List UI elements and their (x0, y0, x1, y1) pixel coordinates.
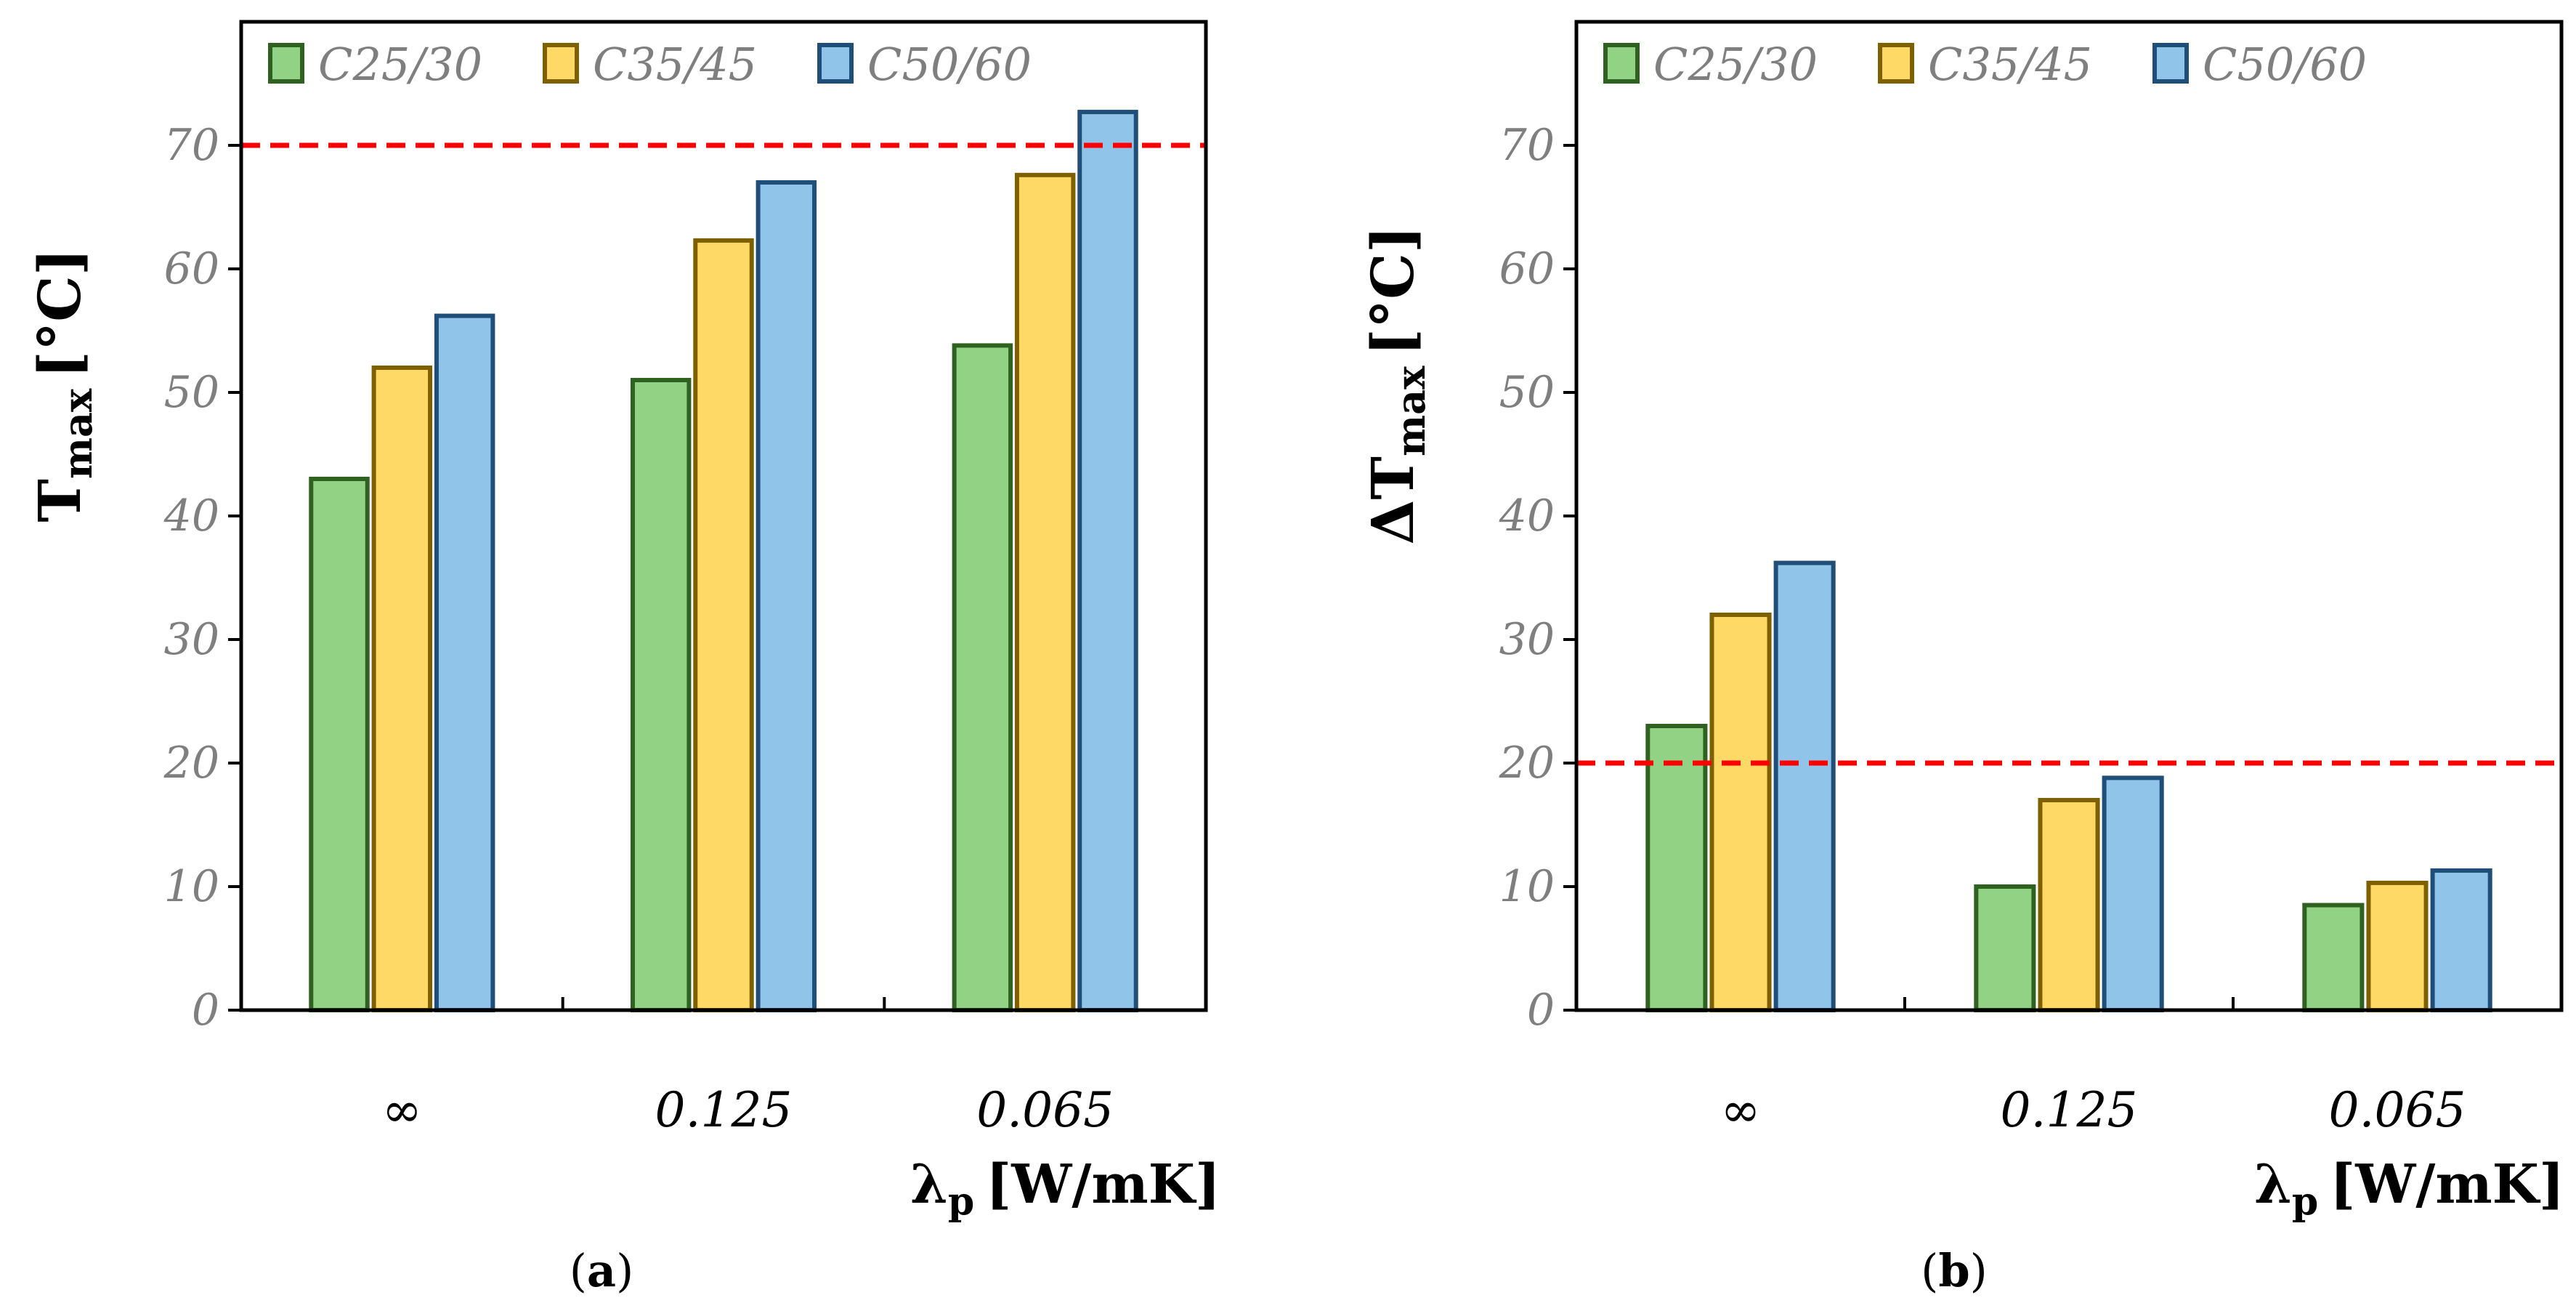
bar (952, 343, 1013, 1012)
bar (1645, 724, 1708, 1012)
y-tick-label: 20 (163, 738, 219, 788)
x-axis-title: λp [W/mK] (910, 1153, 1220, 1224)
bar (2102, 775, 2164, 1013)
legend-swatch (543, 43, 579, 84)
legend-label: C50/60 (867, 38, 1032, 91)
x-category-label: ∞ (382, 1082, 422, 1138)
bar (756, 180, 817, 1012)
y-axis-title-sub: max (54, 388, 101, 479)
plot-area (1574, 20, 2564, 1012)
x-category-label: 0.125 (655, 1082, 793, 1138)
x-axis-title-main: λ (2254, 1153, 2292, 1216)
x-axis-title-sub: p (2292, 1179, 2318, 1224)
y-axis-title: Tmax [°C] (25, 248, 101, 522)
y-tick-label: 50 (1499, 367, 1555, 418)
panel-label-close-paren: ) (1970, 1244, 1988, 1297)
panel-label-letter: b (1938, 1244, 1969, 1297)
panel-label: (a) (570, 1244, 634, 1297)
legend-swatch (817, 43, 854, 84)
legend-label: C25/30 (318, 38, 482, 91)
x-axis-title-unit: [W/mK] (2330, 1153, 2564, 1216)
legend-swatch (1878, 43, 1914, 84)
bar (1709, 613, 1772, 1012)
legend-label: C25/30 (1653, 38, 1818, 91)
y-axis-title-sub: max (1388, 366, 1434, 456)
bar (2366, 880, 2429, 1013)
bar (2430, 868, 2492, 1013)
legend-swatch (268, 43, 304, 84)
y-tick-label: 50 (164, 367, 219, 418)
legend-swatch (1603, 43, 1640, 84)
y-tick-label: 60 (164, 243, 219, 294)
bar (2302, 903, 2365, 1012)
x-category-label: 0.125 (2001, 1082, 2138, 1138)
y-tick-label: 70 (1499, 120, 1555, 171)
bar (371, 366, 433, 1012)
panel-label-open-paren: ( (1921, 1244, 1938, 1297)
y-tick-label: 0 (192, 985, 219, 1036)
y-axis-title-unit: [°C] (1358, 225, 1427, 355)
legend-label: C35/45 (1928, 38, 2092, 91)
y-axis-title-main: ΔT (1358, 456, 1427, 545)
panel-label: (b) (1921, 1244, 1988, 1297)
y-tick-label: 10 (164, 861, 219, 912)
bar (309, 477, 370, 1012)
bar (1014, 172, 1076, 1012)
y-axis-title-unit: [°C] (25, 248, 94, 378)
panel-label-close-paren: ) (616, 1244, 633, 1297)
chart-panel-a: 0 10 20 30 40 50 60 70 ∞ 0.125 0.065 C25/30 C35/45 C5… (25, 20, 1220, 1297)
bar (630, 378, 692, 1012)
bar (2038, 798, 2100, 1012)
panel-label-open-paren: ( (570, 1244, 587, 1297)
x-category-label: ∞ (1721, 1082, 1761, 1138)
chart-panel-b: 0 10 20 30 40 50 60 70 ∞ 0.125 0.065 C25/30 C35/45 C5… (1358, 20, 2564, 1297)
x-axis-title-main: λ (910, 1153, 948, 1216)
bar (693, 238, 754, 1012)
bar (1077, 110, 1138, 1013)
legend-label: C50/60 (2203, 38, 2367, 91)
y-axis-title-main: T (25, 479, 94, 523)
x-axis-title-unit: [W/mK] (986, 1153, 1220, 1216)
x-axis-title-sub: p (948, 1179, 974, 1224)
y-axis-title: ΔTmax [°C] (1358, 225, 1434, 544)
y-tick-label: 40 (163, 491, 219, 541)
bar (434, 313, 495, 1013)
x-axis-title: λp [W/mK] (2254, 1153, 2564, 1224)
plot-area (239, 20, 1208, 1012)
bar (1974, 884, 2036, 1012)
y-tick-label: 20 (1499, 738, 1555, 788)
x-category-label: 0.065 (2329, 1082, 2466, 1138)
y-tick-label: 30 (1499, 614, 1555, 665)
y-tick-label: 0 (1527, 985, 1555, 1036)
panel-label-letter: a (587, 1244, 616, 1297)
bar (1773, 560, 1836, 1012)
y-tick-label: 30 (164, 614, 219, 665)
legend-swatch (2152, 43, 2189, 84)
legend-label: C35/45 (593, 38, 757, 91)
y-tick-label: 60 (1499, 243, 1555, 294)
y-tick-label: 40 (1499, 491, 1555, 541)
y-tick-label: 10 (1499, 861, 1555, 912)
x-category-label: 0.065 (976, 1082, 1114, 1138)
y-tick-label: 70 (164, 120, 219, 171)
